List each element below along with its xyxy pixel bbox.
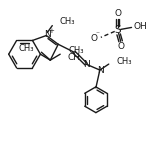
Text: CH₃: CH₃ <box>59 17 75 26</box>
Text: CH₃: CH₃ <box>19 44 34 53</box>
Text: +: + <box>48 28 54 34</box>
Text: CH₃: CH₃ <box>117 57 132 66</box>
Text: N: N <box>97 66 104 75</box>
Text: CH: CH <box>68 53 81 62</box>
Text: OH: OH <box>133 22 147 31</box>
Text: ⁻: ⁻ <box>96 29 100 38</box>
Text: O: O <box>90 34 97 43</box>
Text: S: S <box>114 25 121 35</box>
Text: N: N <box>44 30 51 39</box>
Text: O: O <box>117 42 124 51</box>
Text: N: N <box>84 60 90 69</box>
Text: CH₃: CH₃ <box>68 46 84 55</box>
Text: O: O <box>114 9 121 18</box>
